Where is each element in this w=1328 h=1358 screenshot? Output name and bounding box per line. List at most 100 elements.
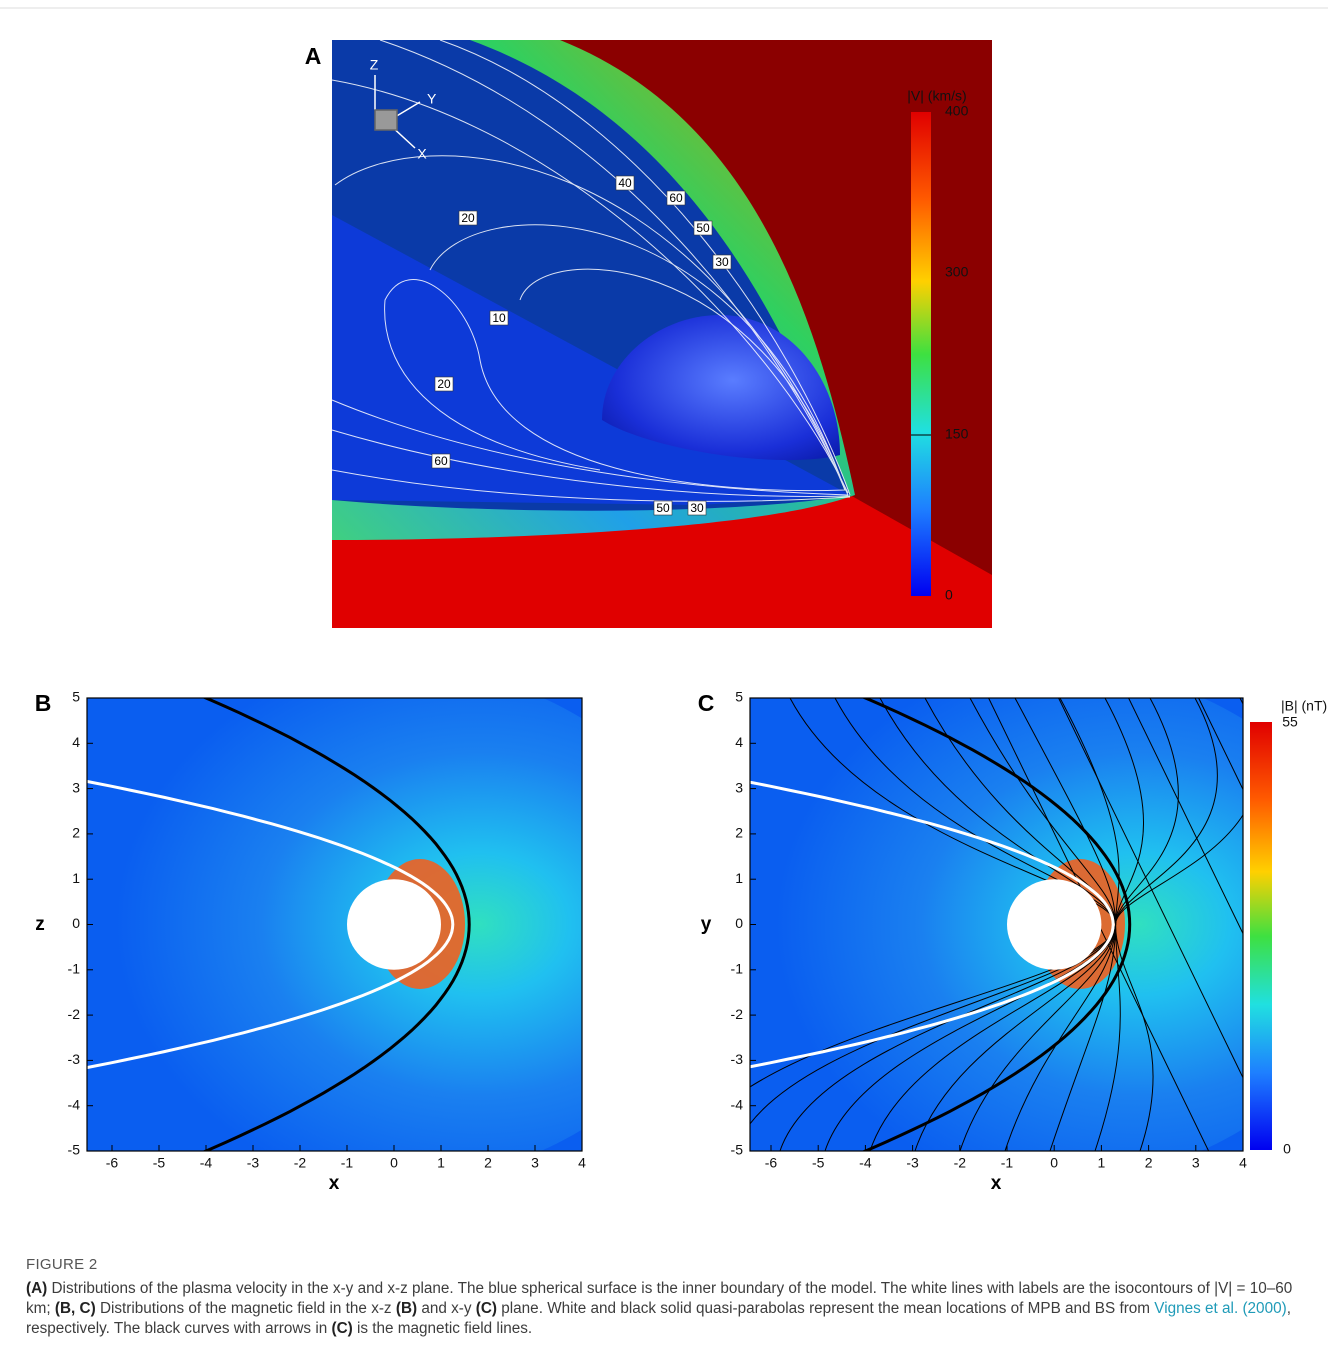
y-tick-label: 1 [72, 870, 80, 886]
contours [331, 39, 851, 502]
x-tick-label: 2 [1145, 1155, 1153, 1171]
contour-label: 20 [461, 211, 475, 225]
contour-label: 50 [656, 501, 670, 515]
text: and x-y [417, 1300, 476, 1317]
y-tick-label: 1 [735, 870, 743, 886]
contour-label-box [615, 175, 635, 191]
inner-boundary [602, 315, 840, 461]
x-tick-label: 1 [437, 1155, 445, 1171]
x-tick-label: -5 [153, 1155, 166, 1171]
contour-label-box [489, 310, 509, 326]
contour-label: 20 [437, 377, 451, 391]
contour-label: 60 [434, 454, 448, 468]
y-tick-label: 0 [72, 915, 80, 931]
bold-ref: (A) [26, 1280, 48, 1297]
y-tick-label: -2 [731, 1006, 744, 1022]
caption: FIGURE 2 (A) Distributions of the plasma… [26, 1255, 1306, 1339]
bs-curve [861, 698, 1132, 1151]
text: plane. White and black solid quasi-parab… [497, 1300, 1155, 1317]
panel-label: B [35, 690, 52, 716]
y-axis-label: y [701, 914, 712, 935]
colorbar-tick-label: 0 [945, 587, 953, 603]
contour-label-box [434, 376, 454, 392]
contour-label-box [458, 210, 478, 226]
contour-label: 30 [715, 255, 729, 269]
y-tick-label: -1 [731, 961, 744, 977]
x-tick-label: -4 [859, 1155, 872, 1171]
x-tick-label: -4 [200, 1155, 213, 1171]
colorbar-tick-label: 300 [945, 264, 969, 280]
bold-ref: (B, C) [54, 1300, 96, 1317]
contour-label: 10 [492, 311, 506, 325]
text: , respectively. The black curves with ar… [26, 1300, 1291, 1337]
citation-link[interactable]: Vignes et al. (2000) [1154, 1300, 1287, 1317]
planet [1006, 879, 1102, 970]
text: is the magnetic field lines. [352, 1320, 533, 1337]
field-line [1128, 698, 1243, 935]
caption-text: (A) Distributions of the plasma velocity… [26, 1279, 1306, 1339]
axes-triad [374, 75, 421, 149]
y-tick-label: -5 [68, 1142, 81, 1158]
y-tick-label: 2 [735, 825, 743, 841]
bold-ref: (B) [395, 1300, 418, 1317]
y-axis-label: z [35, 914, 45, 935]
field-line [1115, 698, 1243, 1151]
y-tick-label: 5 [72, 689, 80, 705]
y-tick-label: -3 [68, 1051, 81, 1067]
contour-label: 40 [618, 176, 632, 190]
mpb-curve [750, 780, 1115, 1069]
y-tick-label: -4 [731, 1096, 744, 1112]
figure: A |V| (km/s) Z Y X B C x z x y |B| (nT) … [0, 7, 1328, 1194]
colorbar-tick-label: 400 [945, 103, 969, 119]
panel-a [331, 39, 992, 628]
panel-label: C [698, 690, 715, 716]
colorbar-title: |V| (km/s) [907, 88, 966, 104]
y-tick-label: 5 [735, 689, 743, 705]
plot-overlay [87, 698, 471, 1151]
y-tick-label: 3 [72, 779, 80, 795]
y-tick-label: -3 [731, 1051, 744, 1067]
x-tick-label: -1 [1001, 1155, 1014, 1171]
y-tick-label: -5 [731, 1142, 744, 1158]
bold-ref: (C) [475, 1300, 498, 1317]
x-tick-label: 3 [1192, 1155, 1200, 1171]
contour-label: 50 [696, 221, 710, 235]
contour-label-box [431, 453, 451, 469]
x-tick-label: 2 [484, 1155, 492, 1171]
plot-overlay [750, 698, 1328, 1151]
y-tick-label: 2 [72, 825, 80, 841]
y-tick-label: -4 [68, 1096, 81, 1112]
contour-label-box [653, 500, 673, 516]
x-tick-label: 4 [1239, 1155, 1247, 1171]
field-line [1198, 698, 1243, 791]
contour-label-box [693, 220, 713, 236]
contour-label: 60 [669, 191, 683, 205]
text: Distributions of the magnetic field in t… [95, 1300, 396, 1317]
axis-letter: X [417, 146, 427, 162]
x-tick-label: 3 [531, 1155, 539, 1171]
x-tick-label: -6 [106, 1155, 119, 1171]
bs-curve [202, 698, 471, 1151]
y-tick-label: 3 [735, 779, 743, 795]
panel-label: A [305, 43, 322, 69]
y-tick-label: -1 [68, 961, 81, 977]
field-line [1058, 698, 1243, 1079]
y-tick-label: 4 [735, 734, 743, 750]
axis-letter: Y [427, 91, 437, 107]
text: Distributions of the plasma velocity in … [26, 1280, 1293, 1317]
x-axis-label: x [329, 1173, 340, 1194]
x-tick-label: -2 [954, 1155, 967, 1171]
axis-letter: Z [370, 57, 379, 73]
bold-ref: (C) [331, 1320, 353, 1337]
field-line [1269, 698, 1328, 1151]
x-tick-label: -5 [812, 1155, 825, 1171]
x-tick-label: 0 [1050, 1155, 1058, 1171]
x-tick-label: 0 [390, 1155, 398, 1171]
x-tick-label: -1 [341, 1155, 354, 1171]
x-tick-label: -2 [294, 1155, 307, 1171]
x-tick-label: -3 [906, 1155, 919, 1171]
figure-label: FIGURE 2 [26, 1256, 98, 1273]
planet [347, 879, 441, 970]
y-tick-label: -2 [68, 1006, 81, 1022]
